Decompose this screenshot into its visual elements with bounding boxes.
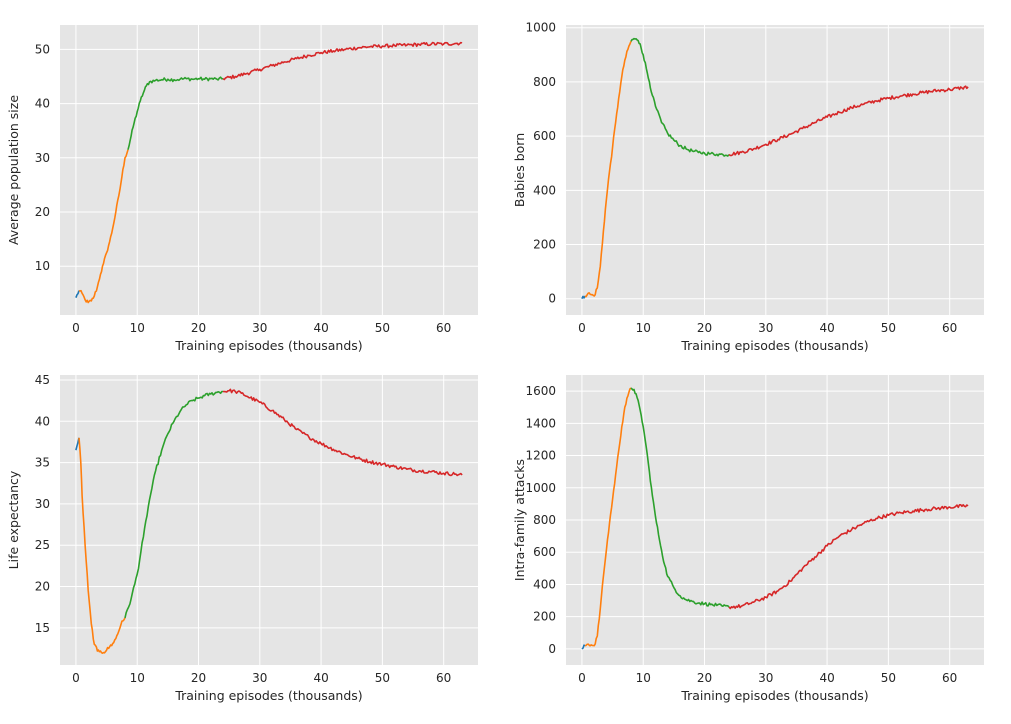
chart-panel-3: 0 10 20 30 40 50 60 15 20 25 30 35 40 45 Training epis…	[6, 373, 478, 703]
series-line-2	[584, 41, 632, 298]
chart-panel-4: 0 10 20 30 40 50 60020040060080010001200140016…	[512, 375, 984, 703]
series-line-4	[728, 504, 969, 610]
plot-area	[566, 25, 984, 315]
y-tick-label: 30	[35, 497, 50, 511]
y-tick-label: 200	[533, 238, 556, 252]
series-line-1	[75, 290, 80, 298]
x-tick-label: 60	[436, 671, 451, 685]
x-tick-label: 0	[578, 321, 586, 335]
y-tick-label: 200	[533, 610, 556, 624]
x-tick-label: 10	[130, 321, 145, 335]
x-tick-label: 20	[697, 671, 712, 685]
y-tick-label: 1600	[525, 384, 556, 398]
x-tick-label: 60	[942, 671, 957, 685]
y-tick-label: 25	[35, 538, 50, 552]
x-tick-label: 30	[758, 321, 773, 335]
y-tick-label: 20	[35, 580, 50, 594]
x-tick-label: 0	[72, 671, 80, 685]
series-line-4	[222, 388, 463, 477]
y-tick-label: 40	[35, 414, 50, 428]
y-axis-label: Life expectancy	[6, 470, 21, 569]
x-tick-label: 20	[191, 321, 206, 335]
y-tick-label: 1400	[525, 416, 556, 430]
x-axis-label: Training episodes (thousands)	[680, 338, 868, 353]
x-tick-label: 20	[191, 671, 206, 685]
x-tick-label: 50	[881, 321, 896, 335]
y-tick-label: 15	[35, 621, 50, 635]
x-tick-label: 30	[252, 321, 267, 335]
series-line-3	[630, 387, 730, 608]
series-line-3	[127, 76, 224, 150]
y-tick-label: 45	[35, 373, 50, 387]
y-tick-label: 400	[533, 183, 556, 197]
series-line-3	[630, 37, 730, 157]
y-tick-label: 10	[35, 259, 50, 273]
y-tick-label: 1000	[525, 21, 556, 35]
x-tick-label: 40	[819, 321, 834, 335]
y-tick-label: 800	[533, 513, 556, 527]
y-tick-label: 30	[35, 151, 50, 165]
x-axis-label: Training episodes (thousands)	[174, 688, 362, 703]
y-tick-label: 1000	[525, 481, 556, 495]
x-tick-label: 0	[578, 671, 586, 685]
y-axis-label: Babies born	[512, 133, 527, 207]
y-tick-label: 0	[548, 642, 556, 656]
y-axis-label: Intra-family attacks	[512, 459, 527, 581]
series-line-1	[581, 644, 586, 650]
x-tick-label: 10	[636, 321, 651, 335]
x-tick-label: 50	[375, 321, 390, 335]
x-tick-label: 40	[313, 321, 328, 335]
series-line-2	[584, 387, 632, 647]
x-tick-label: 20	[697, 321, 712, 335]
chart-panel-1: 0 10 20 30 40 50 60 10 20 30 40 50 Training episodes…	[6, 25, 478, 353]
x-tick-label: 30	[758, 671, 773, 685]
series-line-1	[581, 295, 586, 300]
y-axis-label: Average population size	[6, 95, 21, 245]
y-tick-label: 600	[533, 129, 556, 143]
x-axis-label: Training episodes (thousands)	[174, 338, 362, 353]
plot-area	[60, 375, 478, 665]
series-line-4	[728, 85, 969, 157]
x-tick-label: 10	[130, 671, 145, 685]
series-line-2	[78, 149, 129, 304]
x-tick-label: 40	[819, 671, 834, 685]
y-tick-label: 400	[533, 577, 556, 591]
y-tick-label: 50	[35, 42, 50, 56]
y-tick-label: 35	[35, 456, 50, 470]
y-tick-label: 800	[533, 75, 556, 89]
y-tick-label: 0	[548, 292, 556, 306]
y-tick-label: 600	[533, 545, 556, 559]
x-tick-label: 60	[436, 321, 451, 335]
x-tick-label: 0	[72, 321, 80, 335]
series-line-3	[124, 390, 224, 619]
series-line-2	[78, 437, 126, 654]
x-tick-label: 60	[942, 321, 957, 335]
x-tick-label: 30	[252, 671, 267, 685]
x-axis-label: Training episodes (thousands)	[680, 688, 868, 703]
x-tick-label: 40	[313, 671, 328, 685]
y-tick-label: 1200	[525, 449, 556, 463]
y-tick-label: 40	[35, 97, 50, 111]
x-tick-label: 10	[636, 671, 651, 685]
y-tick-label: 20	[35, 205, 50, 219]
series-line-4	[222, 41, 463, 81]
x-tick-label: 50	[881, 671, 896, 685]
x-tick-label: 50	[375, 671, 390, 685]
